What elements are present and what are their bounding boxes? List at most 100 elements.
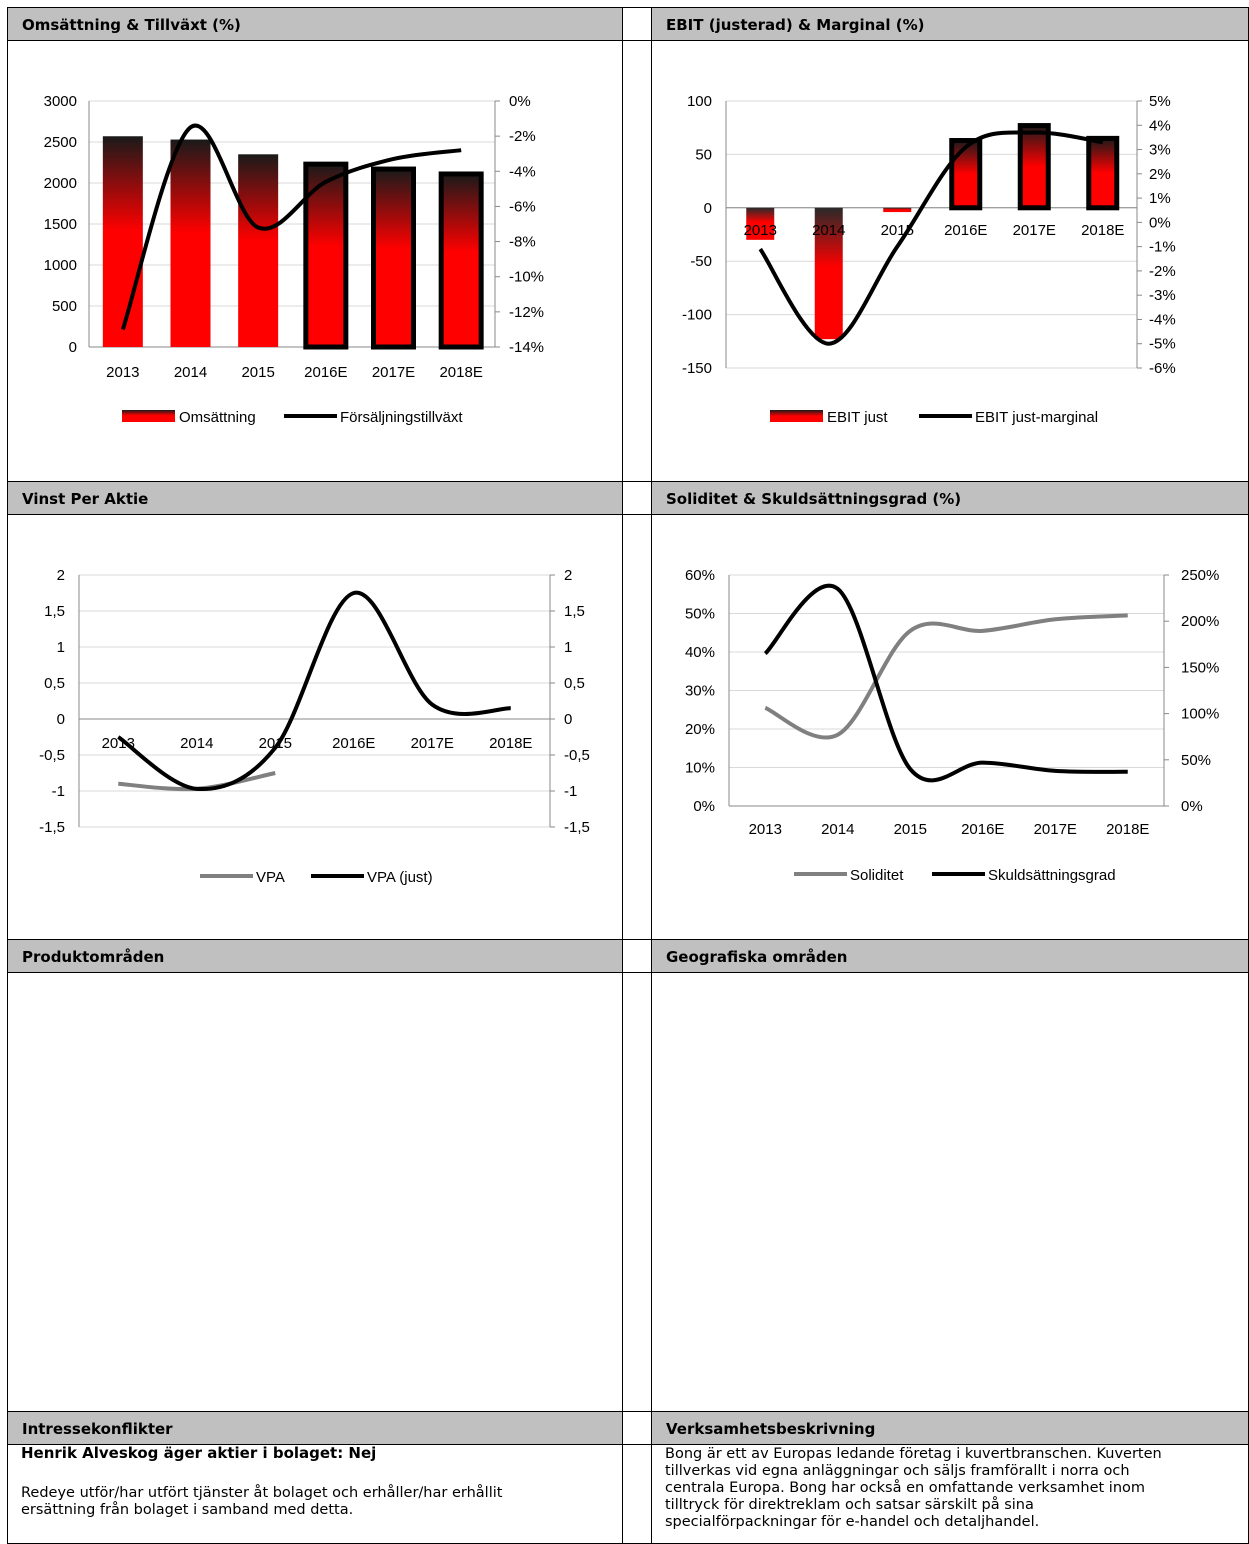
x-tick-label: 2014 [821, 821, 854, 838]
bar-ebit-just [1017, 123, 1051, 211]
y-tick-label: 40% [685, 644, 715, 661]
chart-ebit-margin: 100 50 0 -50 -100 -150 5% 4% 3% 2% 1% 0% -1% -2% -3% -4… [682, 93, 1176, 426]
y-tick-label: 1,5 [44, 603, 65, 620]
bar-ebit-just [1086, 135, 1120, 211]
gap-cell [622, 481, 652, 515]
y2-tick-label: 0,5 [564, 675, 585, 692]
business-line4: tilltryck för direktreklam och satsar sä… [665, 1497, 1034, 1513]
y-tick-label: 20% [685, 721, 715, 738]
gap-cell [622, 1444, 652, 1544]
x-tick-label: 2018E [1081, 222, 1124, 239]
bar-omsattning [102, 136, 143, 347]
y-tick-label: -1 [52, 783, 65, 800]
business-line5: specialförpackningar för e-handel och de… [665, 1514, 1040, 1530]
y-tick-label: -150 [682, 360, 712, 377]
bar-ebit-just [814, 207, 843, 340]
chart1-header: Omsättning & Tillväxt (%) [7, 7, 623, 41]
y-tick-label: 2000 [44, 175, 77, 192]
y-tick-label: 1500 [44, 216, 77, 233]
y-tick-label: -100 [682, 307, 712, 324]
legend-swatch-ebit [770, 410, 823, 422]
bar-omsattning [170, 139, 211, 347]
y-tick-label: 0% [693, 798, 715, 815]
bar-ebit-just [883, 207, 912, 213]
chart2-header: EBIT (justerad) & Marginal (%) [651, 7, 1249, 41]
x-tick-label: 2016E [332, 735, 375, 752]
y-tick-label: 50 [695, 146, 712, 163]
conflicts-panel [7, 1444, 623, 1544]
chart-revenue-growth: 3000 2500 2000 1500 1000 500 0 0% -2% -4% -6% -8% -1… [44, 93, 544, 426]
y-tick-label: 500 [52, 298, 77, 315]
line-skuldsattningsgrad [763, 583, 1128, 783]
y-tick-label: 2 [57, 567, 65, 584]
x-tick-label: 2013 [744, 222, 777, 239]
y2-tick-label: 2% [1149, 166, 1171, 183]
gap-cell [622, 514, 652, 940]
legend-label-skuld: Skuldsättningsgrad [988, 867, 1116, 884]
x-tick-label: 2018E [489, 735, 532, 752]
y2-tick-label: -1% [1149, 239, 1176, 256]
y2-tick-label: -6% [1149, 360, 1176, 377]
business-header: Verksamhetsbeskrivning [651, 1411, 1249, 1445]
y2-tick-label: 1 [564, 639, 572, 656]
y-tick-label: 30% [685, 683, 715, 700]
y-tick-label: 100 [687, 93, 712, 110]
x-tick-label: 2017E [1034, 821, 1077, 838]
gap-cell [622, 939, 652, 973]
legend-swatch-omsattning [122, 410, 175, 422]
conflicts-owner-line: Henrik Alveskog äger aktier i bolaget: N… [21, 1444, 377, 1462]
y2-tick-label: 3% [1149, 142, 1171, 159]
y2-tick-label: -2% [1149, 263, 1176, 280]
line-vpa-just [117, 590, 511, 792]
bar-omsattning [371, 166, 416, 350]
y2-tick-label: 4% [1149, 117, 1171, 134]
y2-tick-label: 0 [564, 711, 572, 728]
conflicts-services-line1: Redeye utför/har utfört tjänster åt bola… [21, 1485, 503, 1501]
bar-ebit-just [949, 138, 983, 211]
y2-tick-label: -1,5 [564, 819, 590, 836]
x-tick-label: 2016E [961, 821, 1004, 838]
y-tick-label: -1,5 [39, 819, 65, 836]
y2-tick-label: 2 [564, 567, 572, 584]
x-tick-label: 2015 [259, 735, 292, 752]
line-forsaljningstillvaxt [120, 123, 462, 331]
y2-tick-label: 100% [1181, 706, 1219, 723]
y-tick-label: 0 [69, 339, 77, 356]
y-tick-label: 0 [704, 200, 712, 217]
x-tick-label: 2014 [174, 364, 207, 381]
chart-eps: 2 1,5 1 0,5 0 -0,5 -1 -1,5 2 1,5 1 0,5 0 -0,5 -1 -1,5 20… [39, 567, 590, 886]
y2-tick-label: 50% [1181, 752, 1211, 769]
y-tick-label: 60% [685, 567, 715, 584]
line-ebit-marginal [758, 130, 1104, 346]
line-vpa [118, 771, 276, 792]
bar-omsattning [438, 171, 484, 350]
x-tick-label: 2016E [304, 364, 347, 381]
chart3-header: Vinst Per Aktie [7, 481, 623, 515]
legend-label-soliditet: Soliditet [850, 867, 904, 884]
y2-tick-label: -3% [1149, 287, 1176, 304]
chart4-panel [651, 514, 1249, 940]
y2-tick-label: -8% [509, 234, 536, 251]
legend-label-omsattning: Omsättning [179, 409, 256, 426]
conflicts-header: Intressekonflikter [7, 1411, 623, 1445]
product-areas-panel [7, 972, 623, 1412]
y-tick-label: 1000 [44, 257, 77, 274]
x-tick-label: 2018E [1106, 821, 1149, 838]
y2-tick-label: -10% [509, 269, 544, 286]
y2-tick-label: -2% [509, 128, 536, 145]
business-line2: tillverkas vid egna anläggningar och säl… [665, 1463, 1130, 1479]
y-tick-label: 2500 [44, 134, 77, 151]
y2-tick-label: -4% [1149, 311, 1176, 328]
gap-cell [622, 40, 652, 482]
y2-tick-label: 250% [1181, 567, 1219, 584]
legend-label-ebit: EBIT just [827, 409, 888, 426]
y-tick-label: 0,5 [44, 675, 65, 692]
y-tick-label: 50% [685, 606, 715, 623]
x-tick-label: 2013 [106, 364, 139, 381]
x-tick-label: 2015 [241, 364, 274, 381]
y2-tick-label: 150% [1181, 659, 1219, 676]
legend-label-tillvaxt: Försäljningstillväxt [340, 409, 463, 426]
y-tick-label: 10% [685, 760, 715, 777]
chart-solidity-debt: 60% 50% 40% 30% 20% 10% 0% 250% 200% 150% 100% 50% 0… [685, 567, 1219, 884]
legend-label-vpa-just: VPA (just) [367, 869, 433, 886]
